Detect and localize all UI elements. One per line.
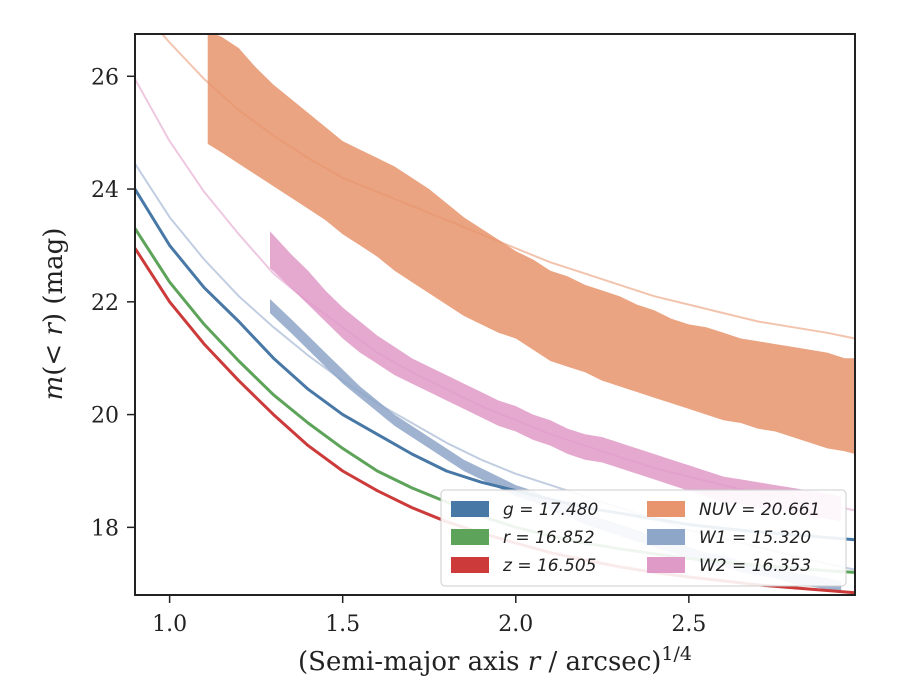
- x-tick-label: 1.5: [325, 612, 360, 637]
- legend-label-nuv: NUV = 20.661: [699, 500, 820, 520]
- x-axis-label: (Semi-major axis r / arcsec)1/4: [298, 643, 692, 677]
- legend-swatch-nuv: [647, 501, 685, 517]
- legend-swatch-z: [451, 557, 489, 573]
- y-tick-label: 20: [91, 404, 119, 429]
- ticks-layer: 1.0 1.5 2.0 2.5 18 20 22 24 26: [91, 65, 706, 637]
- y-tick-label: 18: [91, 516, 119, 541]
- y-tick-label: 24: [91, 178, 119, 203]
- legend-swatch-r: [451, 529, 489, 545]
- legend-swatch-g: [451, 501, 489, 517]
- legend: g = 17.480 r = 16.852 z = 16.505 NUV = 20.6…: [440, 489, 847, 587]
- legend-label-g: g = 17.480: [503, 500, 598, 520]
- band-nuv: [207, 34, 855, 454]
- y-tick-label: 26: [91, 65, 119, 90]
- x-tick-label: 2.0: [498, 612, 533, 637]
- legend-label-r: r = 16.852: [503, 528, 595, 548]
- legend-label-w1: W1 = 15.320: [699, 528, 811, 548]
- series-line-w2: [135, 78, 855, 512]
- legend-swatch-w1: [647, 529, 685, 545]
- x-tick-label: 1.0: [152, 612, 187, 637]
- x-tick-label: 2.5: [671, 612, 706, 637]
- legend-swatch-w2: [647, 557, 685, 573]
- y-tick-label: 22: [91, 291, 119, 316]
- plot-frame: [134, 33, 856, 596]
- legend-box: [440, 489, 847, 587]
- y-axis-label: m(< r) (mag): [39, 228, 69, 401]
- legend-label-w2: W2 = 16.353: [699, 556, 811, 576]
- legend-label-z: z = 16.505: [502, 556, 596, 576]
- series-line-nuv: [160, 34, 855, 340]
